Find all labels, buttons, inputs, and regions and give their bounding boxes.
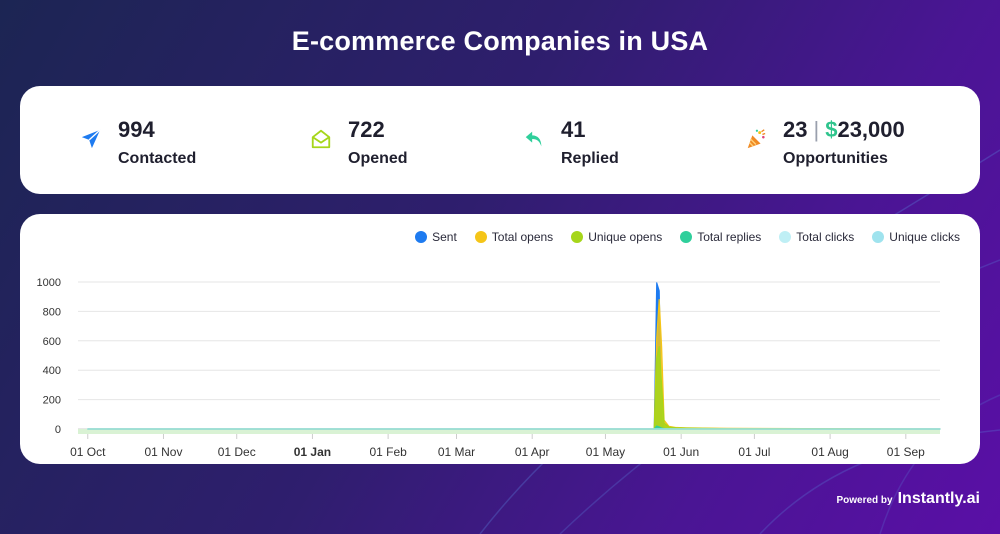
x-tick-label: 01 Sep <box>887 445 925 459</box>
value-separator: | <box>813 117 820 142</box>
legend-label: Sent <box>432 230 457 244</box>
powered-by-footer: Powered by Instantly.ai <box>836 490 980 508</box>
x-tick-label: 01 Nov <box>144 445 182 459</box>
currency-symbol: $ <box>825 117 838 142</box>
legend-item-total-clicks[interactable]: Total clicks <box>779 230 854 244</box>
stat-label: Replied <box>561 150 619 167</box>
baseline-band <box>78 429 940 434</box>
y-tick-label: 800 <box>43 306 61 318</box>
series-area-sent <box>87 282 941 430</box>
y-tick-label: 400 <box>43 365 61 377</box>
chart-card: Sent Total opens Unique opens Total repl… <box>20 214 980 464</box>
y-tick-label: 200 <box>43 395 61 407</box>
legend-dot <box>680 231 693 243</box>
opportunities-count: 23 <box>783 117 808 142</box>
party-popper-icon <box>747 129 766 149</box>
x-tick-label: 01 Oct <box>70 445 106 459</box>
page-title: E-commerce Companies in USA <box>291 26 709 56</box>
x-tick-label: 01 Aug <box>811 445 848 459</box>
y-tick-label: 600 <box>43 336 61 348</box>
x-tick-label: 01 Jul <box>738 445 770 459</box>
legend-dot <box>474 231 487 243</box>
legend-label: Total clicks <box>796 230 855 244</box>
legend-label: Total opens <box>491 230 554 244</box>
legend-item-total-opens[interactable]: Total opens <box>474 230 554 244</box>
legend-dot <box>571 231 584 243</box>
opportunities-amount: 23,000 <box>837 117 905 142</box>
stat-label: Contacted <box>118 150 197 167</box>
legend-label: Total replies <box>697 230 762 244</box>
legend-dot <box>415 231 428 243</box>
legend-item-total-replies[interactable]: Total replies <box>680 230 761 244</box>
paper-plane-icon <box>81 129 101 149</box>
powered-by-text: Powered by <box>836 495 893 506</box>
stat-value: 41 <box>561 117 586 142</box>
stat-label: Opportunities <box>783 150 888 167</box>
stat-label: Opened <box>348 150 408 167</box>
y-tick-label: 1000 <box>37 277 61 289</box>
x-tick-label: 01 Feb <box>369 445 407 459</box>
brand-logo[interactable]: Instantly.ai <box>897 490 980 507</box>
x-tick-label: 01 Mar <box>438 445 475 459</box>
series-area-total-opens <box>87 299 941 430</box>
legend-dot <box>872 231 885 243</box>
stat-value: 23 | $23,000 <box>783 117 905 143</box>
series-area-unique-opens <box>87 346 941 430</box>
legend-item-unique-clicks[interactable]: Unique clicks <box>872 230 960 244</box>
legend-item-sent[interactable]: Sent <box>415 230 457 244</box>
x-tick-label: 01 Jan <box>294 445 331 459</box>
legend-label: Unique opens <box>588 230 663 244</box>
legend-item-unique-opens[interactable]: Unique opens <box>571 230 662 244</box>
open-envelope-icon <box>311 129 331 149</box>
stat-value: 994 <box>118 117 155 142</box>
stat-value: 722 <box>348 117 385 142</box>
reply-arrow-icon <box>525 131 542 147</box>
chart-plot: 0 200 400 600 800 1000 01 Oct 01 Nov 01 Dec 01 Ja… <box>37 277 941 459</box>
x-tick-label: 01 Apr <box>515 445 550 459</box>
x-tick-label: 01 Dec <box>218 445 256 459</box>
legend-label: Unique clicks <box>889 230 960 244</box>
chart-legend: Sent Total opens Unique opens Total repl… <box>415 230 960 244</box>
x-tick-label: 01 May <box>586 445 625 459</box>
x-tick-label: 01 Jun <box>663 445 699 459</box>
legend-dot <box>779 231 792 243</box>
stats-card: 994 Contacted 722 Opened 41 Replied 23 | $… <box>20 86 980 194</box>
y-tick-label: 0 <box>55 424 61 436</box>
